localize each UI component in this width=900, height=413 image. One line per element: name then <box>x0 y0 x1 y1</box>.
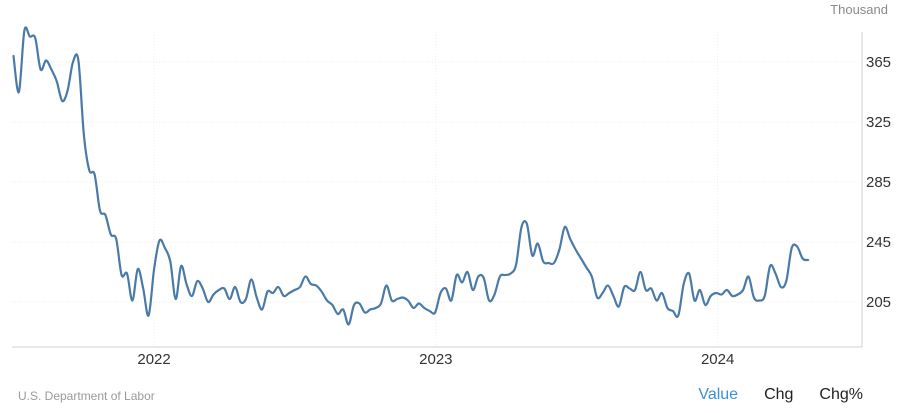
chg-toggle[interactable]: Chg <box>764 386 794 403</box>
y-tick-label: 325 <box>866 114 891 131</box>
view-toggle-group: Value Chg Chg% <box>698 386 863 404</box>
chg-percent-toggle[interactable]: Chg% <box>819 386 863 403</box>
series-line <box>12 26 810 326</box>
y-tick-label: 285 <box>866 174 891 191</box>
x-axis: 2022 2023 2024 <box>137 351 734 368</box>
y-tick-label: 205 <box>866 294 891 311</box>
value-toggle[interactable]: Value <box>698 386 739 403</box>
y-axis: 205 245 285 325 365 <box>866 54 891 311</box>
y-tick-label: 365 <box>866 54 891 71</box>
x-tick-label: 2022 <box>137 351 170 368</box>
unit-label: Thousand <box>830 2 888 17</box>
x-tick-label: 2024 <box>701 351 734 368</box>
x-tick-label: 2023 <box>419 351 452 368</box>
source-label: U.S. Department of Labor <box>18 389 155 403</box>
chart-grid <box>12 32 863 348</box>
y-tick-label: 245 <box>866 234 891 251</box>
